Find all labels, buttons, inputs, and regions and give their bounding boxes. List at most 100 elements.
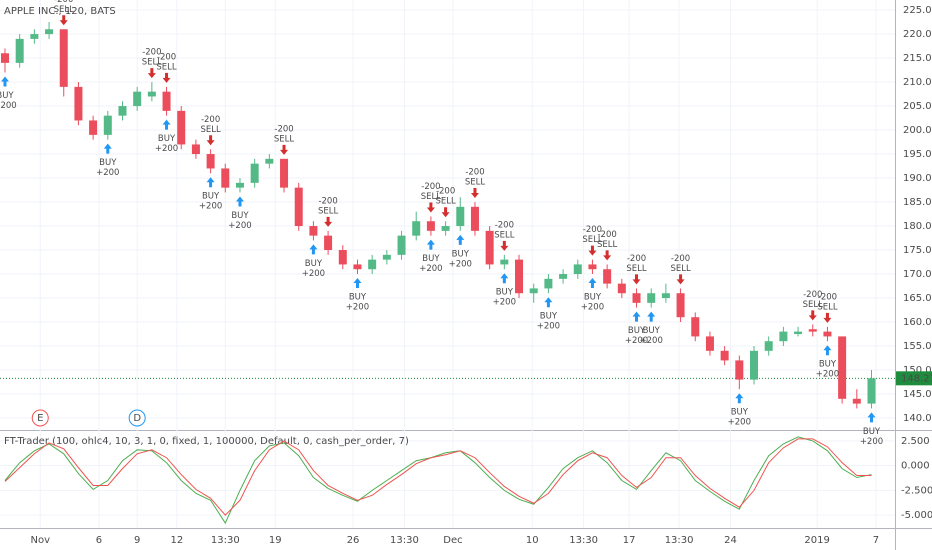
signal-qty: -200 <box>465 168 484 178</box>
y-tick-label: 225.00 <box>903 5 932 16</box>
y-tick-label: 190.00 <box>903 173 932 184</box>
signal-qty: -200 <box>157 52 176 62</box>
signal-qty: +200 <box>96 168 119 178</box>
x-tick-label: 12 <box>170 535 183 546</box>
signal-qty: +200 <box>537 322 560 332</box>
candle-body <box>30 34 39 39</box>
candle-body <box>0 53 9 63</box>
candle-body <box>147 91 156 97</box>
candle-body <box>382 254 391 260</box>
signal-label: BUY <box>731 408 749 418</box>
signal-qty: +200 <box>816 370 839 380</box>
signal-qty: +200 <box>860 437 883 447</box>
sell-arrow <box>59 15 68 26</box>
candle-body <box>441 226 450 231</box>
y-tick-label: 175.00 <box>903 245 932 256</box>
last-price-label: 148.27 <box>901 373 932 384</box>
signal-label: SELL <box>582 235 603 245</box>
candle-body <box>368 259 377 270</box>
sell-arrow <box>632 274 641 285</box>
indicator-line <box>4 438 872 516</box>
sell-arrow <box>162 72 171 83</box>
signal-qty: -200 <box>583 225 602 235</box>
candle-body <box>338 250 347 265</box>
signal-qty: +200 <box>640 336 663 346</box>
candle-body <box>280 158 289 188</box>
x-tick-label: 10 <box>526 535 539 546</box>
candle-body <box>808 329 817 332</box>
signal-qty: -200 <box>627 254 646 264</box>
signal-label: SELL <box>803 300 824 310</box>
signal-qty: -200 <box>142 48 161 58</box>
event-marker <box>128 409 146 427</box>
signal-label: SELL <box>274 134 295 144</box>
y-tick-label: -5.000 <box>901 510 932 521</box>
candle-body <box>103 115 112 135</box>
buy-arrow <box>162 119 171 130</box>
candle-body <box>15 38 24 63</box>
buy-arrow <box>823 345 832 356</box>
signal-label: SELL <box>318 206 339 216</box>
candle-body <box>250 163 259 183</box>
signal-qty: +200 <box>199 202 222 212</box>
sell-arrow <box>500 240 509 251</box>
indicator-title: FT-Trader (100, ohlc4, 10, 3, 1, 0, fixe… <box>4 436 409 447</box>
candle-body <box>559 274 568 279</box>
y-tick-label: 185.00 <box>903 197 932 208</box>
y-tick-label: 220.00 <box>903 29 932 40</box>
chart-title: APPLE INC., 120, BATS <box>4 6 116 17</box>
buy-arrow <box>500 273 509 284</box>
candle-body <box>676 293 685 318</box>
x-tick-label: 19 <box>269 535 282 546</box>
signal-qty: +200 <box>228 221 251 231</box>
candle-body <box>426 221 435 231</box>
buy-arrow <box>867 412 876 423</box>
x-tick-label: 24 <box>724 535 737 546</box>
x-tick-label: 13:30 <box>390 535 419 546</box>
candle-body <box>162 91 171 111</box>
candle-body <box>647 293 656 303</box>
signal-label: SELL <box>142 58 163 68</box>
y-tick-label: 210.00 <box>903 77 932 88</box>
signal-label: SELL <box>156 62 177 72</box>
candle-body <box>529 288 538 294</box>
signal-qty: -200 <box>597 230 616 240</box>
candle-body <box>603 269 612 284</box>
signal-label: BUY <box>584 293 602 303</box>
buy-arrow <box>544 297 553 308</box>
y-tick-label: 160.00 <box>903 317 932 328</box>
signal-label: SELL <box>435 197 456 207</box>
signal-label: BUY <box>0 91 14 101</box>
candle-body <box>177 110 186 145</box>
x-tick-label: 7 <box>873 535 879 546</box>
x-tick-label: 17 <box>623 535 636 546</box>
buy-arrow <box>235 196 244 207</box>
buy-arrow <box>647 311 656 322</box>
signal-label: SELL <box>670 264 691 274</box>
signal-qty: +200 <box>493 298 516 308</box>
candle-body <box>412 221 421 236</box>
signal-qty: +200 <box>625 336 648 346</box>
signal-qty: +200 <box>728 418 751 428</box>
x-tick-label: Dec <box>443 535 462 546</box>
candle-body <box>45 29 54 35</box>
signal-label: SELL <box>626 264 647 274</box>
y-tick-label: 165.00 <box>903 293 932 304</box>
signal-qty: +200 <box>581 303 604 313</box>
x-tick-label: 13:30 <box>665 535 694 546</box>
buy-arrow <box>309 244 318 255</box>
event-marker <box>31 409 49 427</box>
x-tick-label: 2019 <box>804 535 829 546</box>
y-tick-label: 150.00 <box>903 365 932 376</box>
signal-qty: -200 <box>803 290 822 300</box>
candle-body <box>265 158 274 164</box>
y-tick-label: 155.00 <box>903 341 932 352</box>
candle-body <box>764 341 773 351</box>
candle-body <box>133 91 142 107</box>
event-label: D <box>133 413 141 424</box>
candle-body <box>118 106 127 116</box>
candle-body <box>617 283 626 294</box>
signal-label: BUY <box>452 249 470 259</box>
sell-arrow <box>441 207 450 218</box>
signal-qty: -200 <box>671 254 690 264</box>
